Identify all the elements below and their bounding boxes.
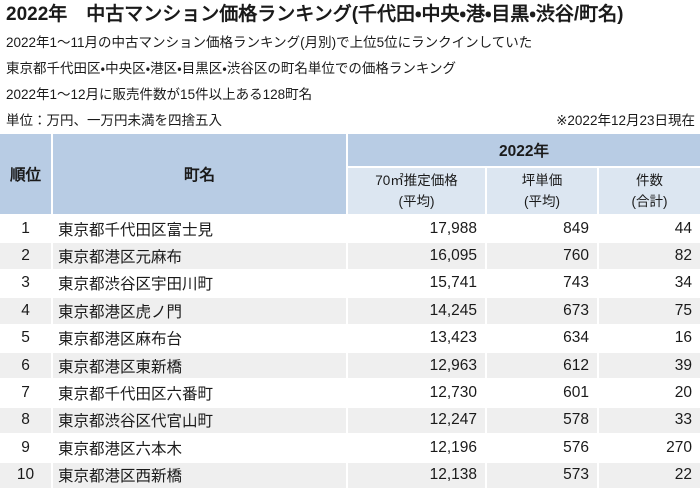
description-line-3: 2022年1〜12月に販売件数が15件以上ある128町名 [6,87,313,102]
town-name-cell: 東京都渋谷区宇田川町 [52,269,348,299]
unit-price-cell: 576 [486,434,599,463]
table-row: 2 東京都港区元麻布 16,095 760 82 [0,242,700,271]
table-row: 7 東京都千代田区六番町 12,730 601 20 [0,379,700,408]
rank-cell: 3 [0,269,53,299]
col-header-price-line1: 70㎡推定価格 [375,173,458,188]
count-cell: 39 [598,351,700,381]
rank-cell: 2 [0,242,53,271]
rank-cell: 7 [0,379,53,408]
price-cell: 12,196 [347,434,487,463]
table-row: 6 東京都港区東新橋 12,963 612 39 [0,351,700,381]
rank-cell: 4 [0,297,53,326]
unit-price-cell: 578 [486,406,599,436]
page-title: 2022年 中古マンション価格ランキング(千代田・中央・港・目黒・渋谷/町名) [6,4,624,25]
town-name-cell: 東京都渋谷区代官山町 [52,406,348,436]
table-row: 9 東京都港区六本木 12,196 576 270 [0,434,700,463]
town-name-cell: 東京都港区虎ノ門 [52,297,348,326]
table-row: 5 東京都港区麻布台 13,423 634 16 [0,324,700,353]
unit-price-cell: 612 [486,351,599,381]
description-line-2: 東京都千代田区・中央区・港区・目黒区・渋谷区の町名単位での価格ランキング [6,61,456,76]
rank-cell: 9 [0,434,53,463]
unit-price-cell: 601 [486,379,599,408]
unit-price-cell: 849 [486,215,599,244]
town-name-cell: 東京都千代田区六番町 [52,379,348,408]
count-cell: 82 [598,242,700,271]
table-row: 1 東京都千代田区富士見 17,988 849 44 [0,215,700,244]
town-name-cell: 東京都港区元麻布 [52,242,348,271]
count-cell: 22 [598,461,700,490]
unit-price-cell: 634 [486,324,599,353]
count-cell: 16 [598,324,700,353]
price-cell: 12,963 [347,351,487,381]
header-group-row: 順位 町名 2022年 [0,134,700,216]
col-header-year-group: 2022年 [347,134,700,168]
unit-price-cell: 743 [486,269,599,299]
unit-price-cell: 573 [486,461,599,490]
header-block: 2022年 中古マンション価格ランキング(千代田・中央・港・目黒・渋谷/町名) … [0,0,700,134]
town-name-cell: 東京都港区東新橋 [52,351,348,381]
col-header-unit-price: 坪単価 (平均) [486,167,599,216]
town-name-cell: 東京都港区西新橋 [52,461,348,490]
price-cell: 13,423 [347,324,487,353]
col-header-unit-price-line1: 坪単価 [521,173,563,188]
col-header-count-line1: 件数 [636,173,664,188]
col-header-price: 70㎡推定価格 (平均) [347,167,487,216]
header-sub-row: 70㎡推定価格 (平均) 坪単価 (平均) 件数 (合計) [0,167,700,216]
price-cell: 12,730 [347,379,487,408]
price-cell: 16,095 [347,242,487,271]
table-row: 3 東京都渋谷区宇田川町 15,741 743 34 [0,269,700,299]
price-cell: 17,988 [347,215,487,244]
table-row: 10 東京都港区西新橋 12,138 573 22 [0,461,700,490]
unit-note: 単位：万円、一万円未満を四捨五入 [6,113,222,128]
town-name-cell: 東京都千代田区富士見 [52,215,348,244]
count-cell: 20 [598,379,700,408]
table-header: 順位 町名 2022年 70㎡推定価格 (平均) 坪単価 (平均) 件数 (合計… [0,134,700,216]
town-name-cell: 東京都港区六本木 [52,434,348,463]
price-cell: 14,245 [347,297,487,326]
price-cell: 12,138 [347,461,487,490]
count-cell: 75 [598,297,700,326]
col-header-count: 件数 (合計) [598,167,700,216]
rank-cell: 1 [0,215,53,244]
unit-price-cell: 673 [486,297,599,326]
col-header-price-line2: (平均) [398,194,435,209]
table-row: 4 東京都港区虎ノ門 14,245 673 75 [0,297,700,326]
table-row: 8 東京都渋谷区代官山町 12,247 578 33 [0,406,700,436]
count-cell: 34 [598,269,700,299]
town-name-cell: 東京都港区麻布台 [52,324,348,353]
count-cell: 33 [598,406,700,436]
rank-cell: 6 [0,351,53,381]
table-body: 1 東京都千代田区富士見 17,988 849 44 2 東京都港区元麻布 16… [0,215,700,490]
price-cell: 12,247 [347,406,487,436]
rank-cell: 10 [0,461,53,490]
count-cell: 44 [598,215,700,244]
count-cell: 270 [598,434,700,463]
rank-cell: 5 [0,324,53,353]
col-header-rank: 順位 [0,134,53,216]
col-header-town: 町名 [52,134,348,216]
unit-price-cell: 760 [486,242,599,271]
rank-cell: 8 [0,406,53,436]
col-header-unit-price-line2: (平均) [524,194,560,209]
price-cell: 15,741 [347,269,487,299]
note-row: 単位：万円、一万円未満を四捨五入 ※2022年12月23日現在 [6,108,695,134]
price-ranking-table: 順位 町名 2022年 70㎡推定価格 (平均) 坪単価 (平均) 件数 (合計… [0,134,700,490]
date-note: ※2022年12月23日現在 [556,113,695,128]
description-line-1: 2022年1〜11月の中古マンション価格ランキング(月別)で上位5位にランクイン… [6,35,533,50]
col-header-count-line2: (合計) [631,194,668,209]
